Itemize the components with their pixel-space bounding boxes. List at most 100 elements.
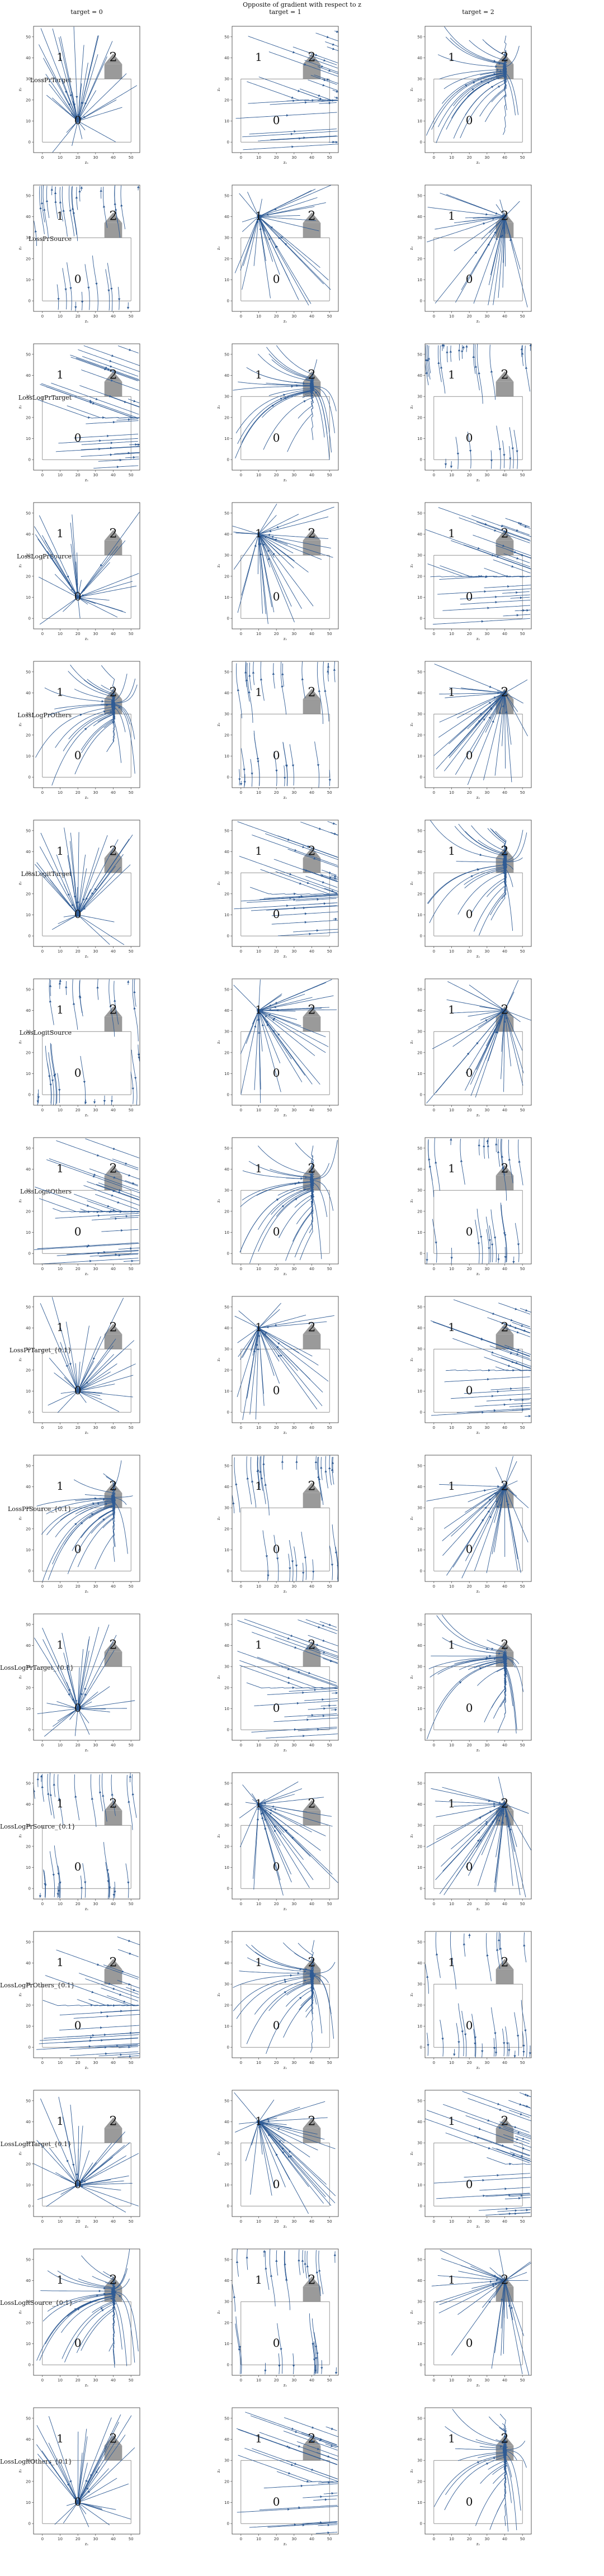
stream-arrow [275, 2259, 278, 2262]
stream-arrow [333, 2253, 336, 2256]
stream-arrow [503, 1485, 506, 1488]
stream-arrow [501, 1155, 504, 1158]
streamplot-panel: 0 1 2 0 10 20 30 40 50 0 10 20 30 40 50 z₁ z₂ [210, 1294, 344, 1435]
y-axis-label: z₂ [18, 2152, 22, 2156]
stream-arrow [119, 458, 122, 462]
stream-arrow [257, 1009, 259, 1012]
streamline [260, 661, 265, 701]
x-tick-label: 10 [58, 155, 63, 160]
streamline [52, 120, 79, 153]
y-axis-label: z₂ [409, 405, 414, 409]
y-axis-label: z₂ [18, 2310, 22, 2314]
streamline [39, 596, 79, 625]
stream-arrow [498, 448, 502, 451]
region-label: 2 [308, 2274, 316, 2288]
stream-arrow [289, 1567, 291, 1570]
y-tick-label: 40 [224, 532, 229, 537]
stream-arrow [324, 1470, 327, 1472]
stream-arrow [49, 984, 52, 987]
region-label: 0 [466, 590, 473, 603]
region-label: 2 [308, 51, 316, 65]
y-axis-label: z₂ [216, 1517, 221, 1521]
stream-arrow [74, 1795, 77, 1798]
y-tick-label: 10 [224, 2024, 229, 2029]
stream-arrow [489, 1515, 492, 1518]
stream-arrow [97, 1154, 100, 1157]
stream-arrow [479, 853, 482, 856]
axes-frame [33, 1772, 140, 1900]
streamline [258, 2120, 290, 2180]
region-label: 2 [501, 1480, 509, 1494]
y-tick-label: 10 [26, 2183, 31, 2187]
streamline [276, 2250, 279, 2276]
stream-arrow [302, 1572, 305, 1575]
streamline [442, 1486, 506, 1541]
region-label: 0 [273, 1542, 280, 1556]
x-tick-label: 0 [240, 2378, 242, 2383]
stream-arrow [493, 1237, 497, 1239]
region-label: 2 [501, 2274, 509, 2288]
stream-arrow [76, 913, 79, 917]
stream-arrow [495, 1500, 498, 1503]
stream-arrow [499, 1947, 502, 1950]
y-tick-label: 40 [26, 850, 31, 854]
stream-arrow [314, 2369, 317, 2372]
stream-arrow [511, 2306, 513, 2309]
streamline [258, 1314, 306, 1329]
streamline [249, 2522, 337, 2528]
y-tick-label: 0 [420, 2045, 422, 2050]
y-tick-label: 30 [224, 1665, 229, 1669]
stream-arrow [95, 397, 98, 400]
streamline [479, 2187, 530, 2191]
region-label: 2 [110, 686, 117, 700]
streamlines [239, 1140, 338, 1263]
stream-arrow [77, 1390, 80, 1394]
y-tick-label: 10 [417, 1230, 422, 1235]
stream-arrow [83, 1081, 86, 1083]
streamline [58, 2096, 79, 2187]
streamline [102, 186, 108, 228]
x-tick-label: 40 [111, 2378, 116, 2383]
stream-arrow [315, 2357, 318, 2360]
x-tick-label: 20 [467, 1267, 472, 1271]
stream-arrow [303, 400, 306, 403]
target-region-cap [496, 371, 514, 382]
stream-arrow [277, 2128, 280, 2130]
y-tick-label: 30 [224, 1347, 229, 1352]
y-tick-label: 10 [224, 1548, 229, 1552]
stream-arrow [323, 902, 326, 905]
stream-arrow [323, 1707, 326, 1710]
y-tick-label: 40 [224, 2437, 229, 2442]
stream-arrow [306, 2480, 309, 2483]
streamline [284, 765, 285, 787]
stream-arrow [244, 671, 247, 674]
streamline [443, 2104, 531, 2136]
region-label: 1 [255, 1320, 262, 1334]
x-tick-label: 50 [327, 314, 332, 319]
stream-arrow [441, 2038, 444, 2040]
y-tick-label: 10 [26, 2501, 31, 2505]
streamplot-panel: 0 1 2 0 10 20 30 40 50 0 10 20 30 40 50 z₁ z₂ [210, 342, 344, 482]
streamline [262, 1530, 268, 1581]
stream-arrow [493, 696, 497, 699]
stream-arrow [519, 2103, 522, 2106]
stream-arrow [471, 88, 474, 91]
stream-arrow [508, 2049, 511, 2052]
stream-arrow [491, 1820, 494, 1824]
y-tick-label: 10 [26, 1707, 31, 1711]
x-tick-label: 50 [129, 1267, 134, 1271]
stream-arrow [52, 1874, 55, 1877]
stream-arrow [112, 1147, 116, 1150]
streamline [265, 2251, 270, 2290]
streamline [250, 2121, 259, 2195]
streamline [305, 875, 338, 888]
streamline [101, 2010, 138, 2013]
region-label: 2 [501, 1162, 509, 1176]
streamplot-panel: 0 1 2 0 10 20 30 40 50 0 10 20 30 40 50 z₁ z₂ [403, 2405, 537, 2546]
streamline [284, 1713, 337, 1717]
stream-arrow [435, 1953, 438, 1955]
streamline [485, 1933, 492, 1982]
stream-arrow [483, 2194, 485, 2198]
streamline [279, 1662, 337, 1683]
